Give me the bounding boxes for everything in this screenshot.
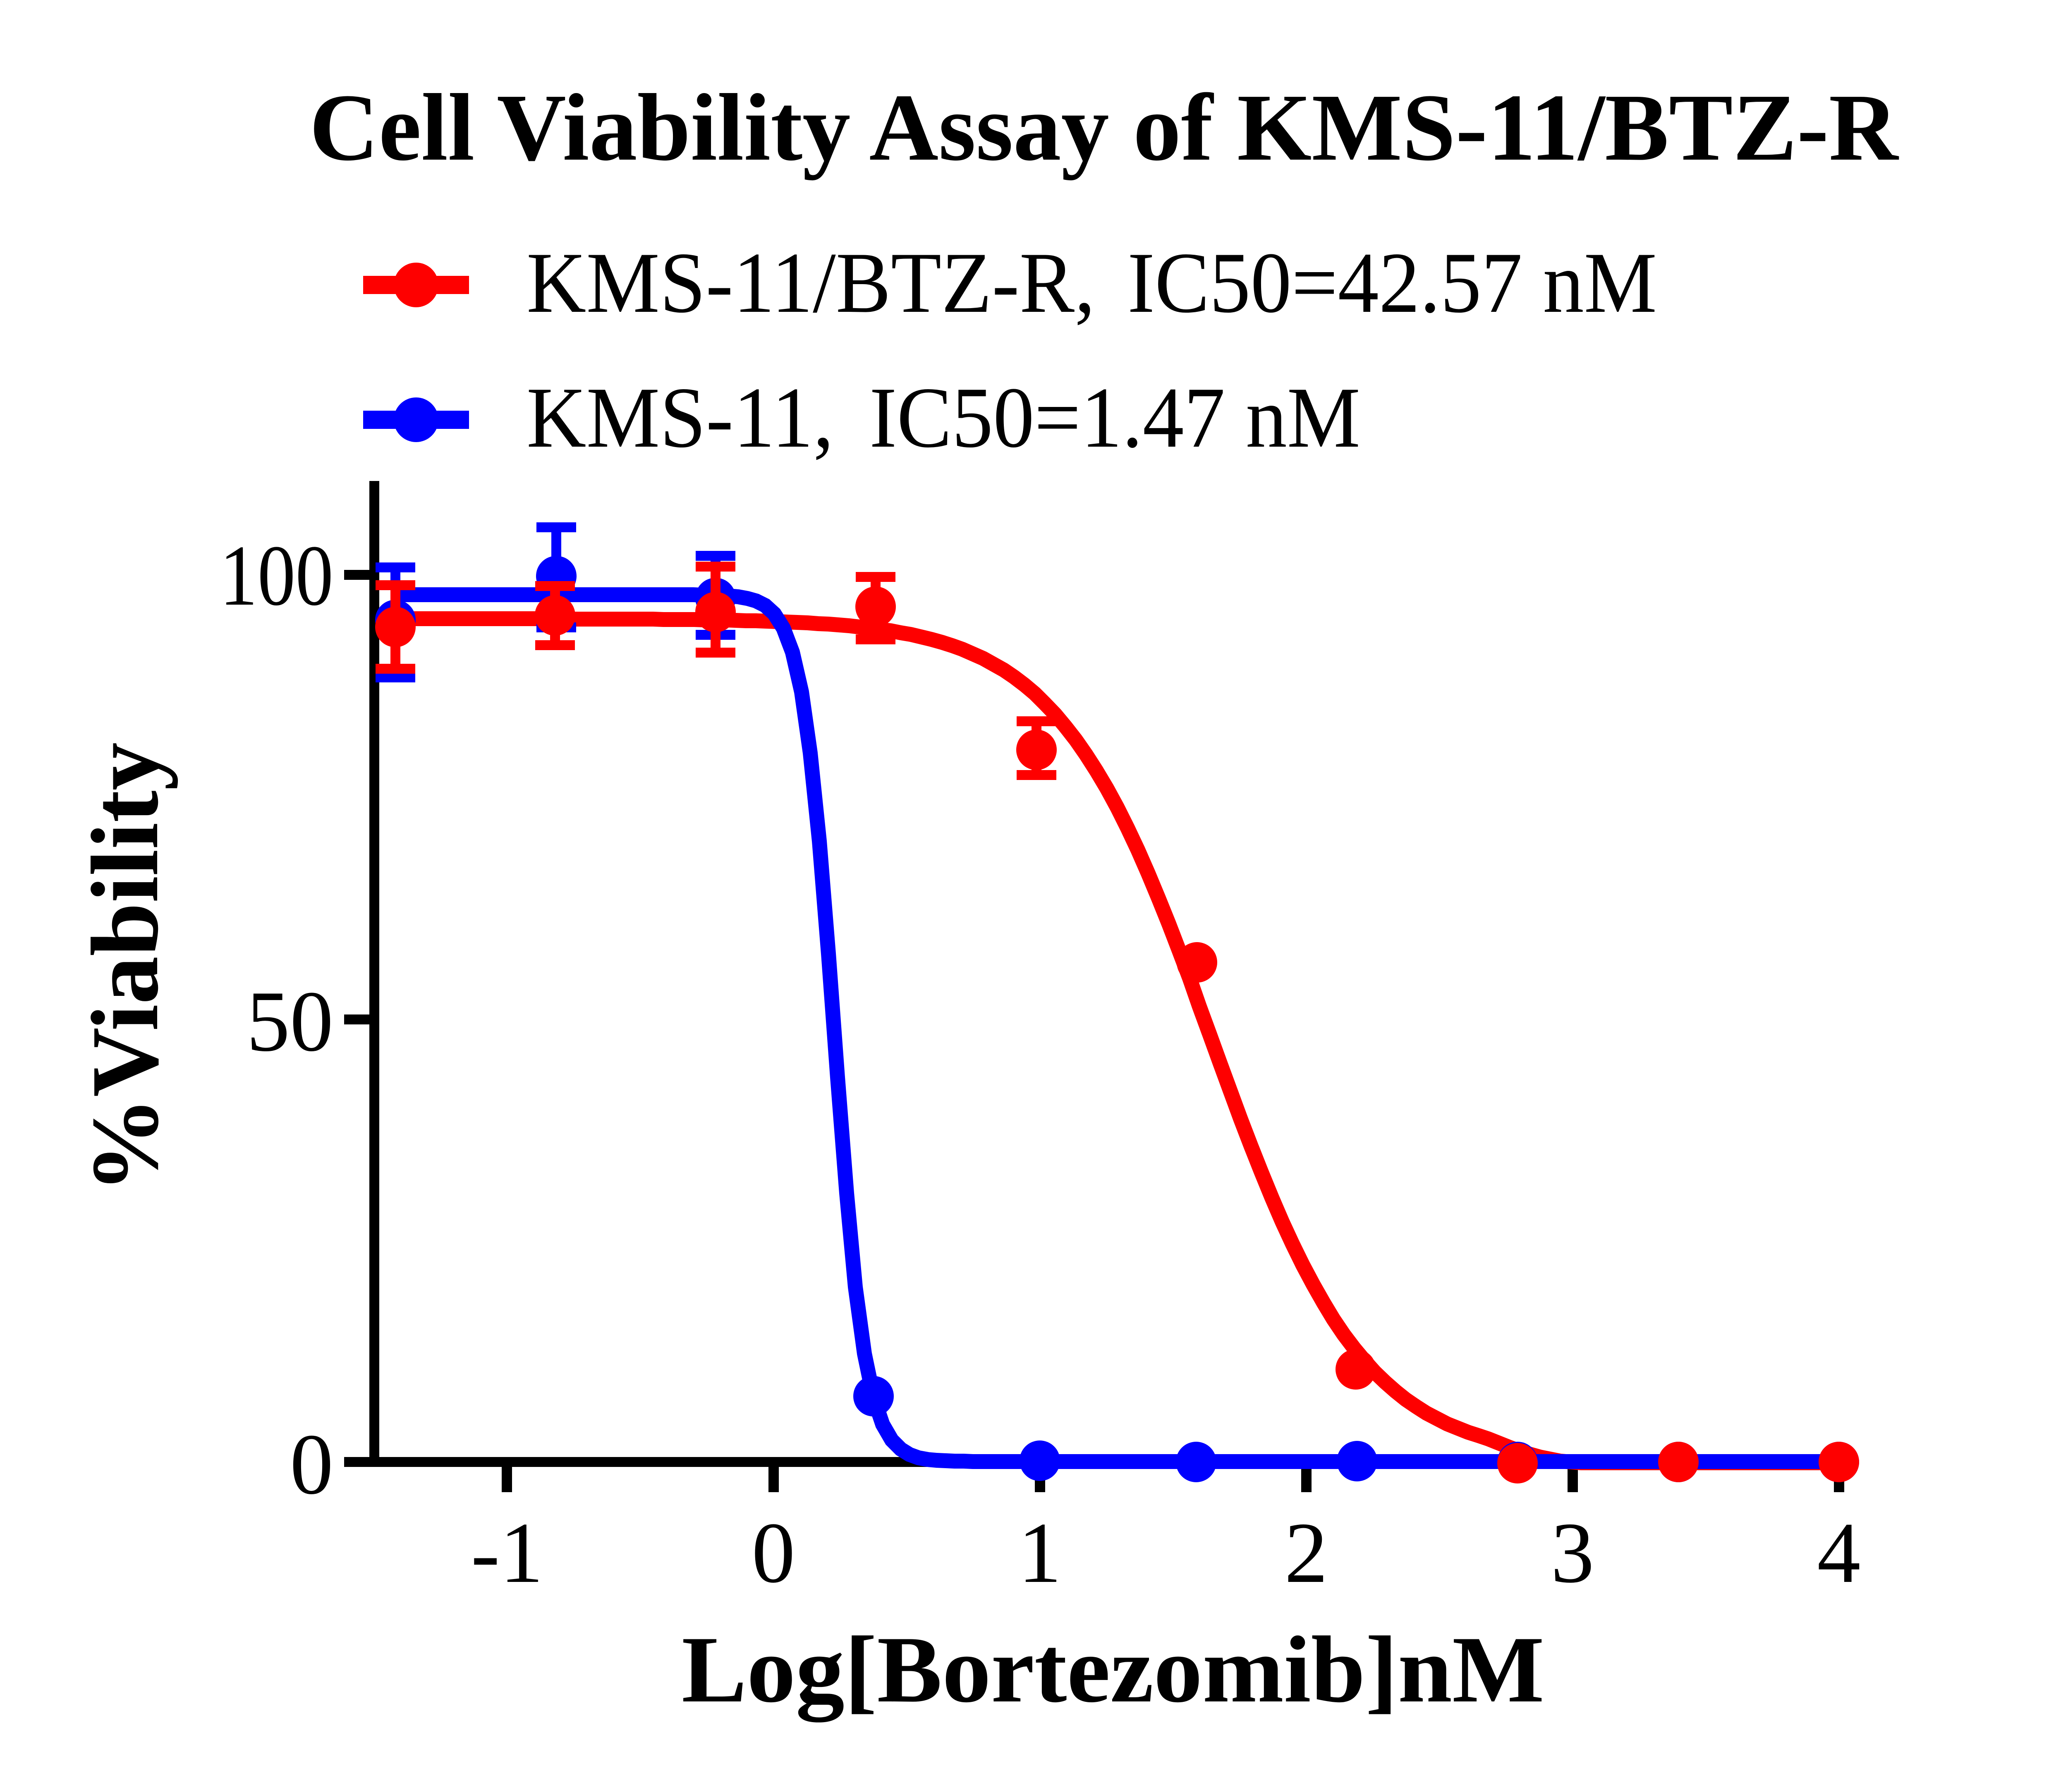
svg-text:0: 0 xyxy=(752,1505,795,1601)
svg-text:4: 4 xyxy=(1817,1505,1861,1601)
svg-text:KMS-11/BTZ-R,: KMS-11/BTZ-R, xyxy=(527,235,1095,331)
svg-text:Log[Bortezomib]nM: Log[Bortezomib]nM xyxy=(682,1617,1544,1723)
svg-text:KMS-11,: KMS-11, xyxy=(527,370,834,466)
svg-text:50: 50 xyxy=(247,974,333,1069)
svg-text:IC50=1.47 nM: IC50=1.47 nM xyxy=(869,370,1360,466)
svg-text:-1: -1 xyxy=(471,1505,543,1601)
svg-text:IC50=42.57 nM: IC50=42.57 nM xyxy=(1127,235,1657,331)
svg-text:2: 2 xyxy=(1285,1505,1328,1601)
svg-text:0: 0 xyxy=(290,1416,333,1512)
svg-text:1: 1 xyxy=(1018,1505,1062,1601)
svg-text:100: 100 xyxy=(220,528,333,624)
svg-text:3: 3 xyxy=(1551,1505,1594,1601)
svg-text:Cell Viability Assay of KMS-11: Cell Viability Assay of KMS-11/BTZ-R xyxy=(309,74,1899,181)
svg-text:%Viability: %Viability xyxy=(72,742,178,1193)
